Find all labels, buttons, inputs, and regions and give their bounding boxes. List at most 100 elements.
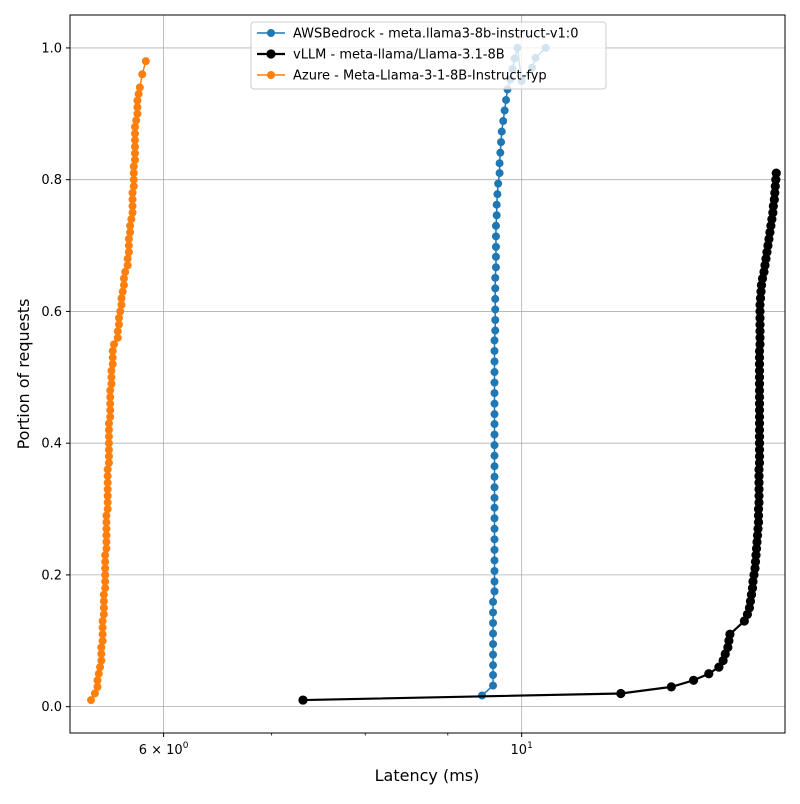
data-point [103, 505, 112, 514]
data-point [754, 385, 765, 396]
data-point [128, 208, 137, 217]
data-point [102, 511, 111, 520]
data-point [124, 241, 133, 250]
data-point [99, 590, 108, 599]
data-point [129, 169, 138, 178]
data-point [104, 439, 113, 448]
data-point [753, 504, 764, 514]
data-point [117, 300, 126, 309]
data-point [770, 188, 780, 198]
data-point [747, 583, 758, 593]
data-point [101, 570, 110, 579]
data-point [104, 425, 113, 434]
y-tick-label: 1.0 [41, 41, 62, 56]
data-point [141, 57, 150, 66]
data-point [99, 610, 108, 619]
data-point [124, 234, 133, 243]
data-point [489, 671, 498, 680]
data-point [755, 300, 765, 310]
data-point [128, 202, 137, 211]
data-point [491, 221, 500, 230]
data-point [106, 399, 115, 408]
data-point [490, 514, 499, 523]
data-point [138, 70, 147, 79]
data-point [754, 412, 765, 422]
data-point [107, 373, 116, 382]
x-tick-label: 6 × 100 [139, 741, 189, 758]
data-point [134, 90, 143, 99]
data-point [133, 96, 142, 105]
data-point [97, 643, 106, 652]
y-axis-label: Portion of requests [14, 299, 33, 450]
data-point [754, 451, 765, 461]
data-point [490, 587, 499, 596]
data-point [103, 491, 112, 500]
data-point [132, 116, 141, 125]
data-point [753, 524, 763, 534]
data-point [101, 551, 110, 560]
data-point [725, 629, 735, 639]
data-point [101, 577, 110, 586]
data-point [99, 603, 108, 612]
data-point [130, 142, 139, 151]
x-tick-label: 101 [511, 741, 533, 758]
data-point [754, 458, 765, 468]
data-point [490, 493, 499, 502]
data-point [123, 261, 132, 270]
data-point [490, 399, 499, 408]
x-axis-label: Latency (ms) [375, 766, 480, 785]
legend-box [250, 21, 607, 90]
y-tick-label: 0.8 [41, 173, 62, 188]
data-point [106, 406, 115, 415]
data-point [754, 418, 765, 429]
data-point [754, 471, 764, 481]
data-point [491, 242, 500, 251]
data-point [770, 181, 780, 191]
data-point [754, 478, 764, 488]
data-point [491, 284, 500, 293]
data-point [755, 319, 765, 330]
data-point [102, 531, 111, 540]
data-point [754, 497, 764, 508]
data-point [130, 155, 139, 164]
data-point [490, 430, 499, 439]
data-point [102, 537, 111, 546]
data-point [495, 169, 504, 178]
data-point [133, 109, 142, 118]
data-point [502, 95, 511, 104]
data-point [756, 287, 766, 297]
data-point [489, 650, 498, 659]
data-point [101, 557, 110, 566]
data-point [114, 320, 123, 329]
data-point [500, 106, 509, 115]
data-point [124, 248, 133, 257]
data-point [121, 267, 130, 276]
legend-entry: AWSBedrock - meta.llama3-8b-instruct-v1:… [257, 27, 578, 42]
data-point [490, 346, 499, 355]
data-point [129, 162, 138, 171]
legend: AWSBedrock - meta.llama3-8b-instruct-v1:… [250, 21, 607, 90]
data-point [489, 681, 498, 690]
data-point [666, 682, 676, 692]
data-point [490, 545, 499, 554]
data-point [754, 392, 765, 402]
data-point [754, 359, 765, 369]
data-point [495, 159, 504, 168]
data-point [496, 148, 505, 157]
data-point [130, 149, 139, 158]
data-point [104, 445, 113, 454]
data-point [754, 399, 765, 409]
data-point [90, 689, 99, 698]
data-point [754, 346, 765, 356]
data-point [108, 346, 117, 355]
data-point [489, 629, 498, 638]
data-point [753, 511, 764, 521]
data-point [96, 663, 105, 672]
data-point [104, 432, 113, 441]
data-point [755, 333, 765, 343]
series-line [302, 173, 778, 702]
data-point [87, 696, 96, 705]
data-point [490, 472, 499, 481]
data-point [771, 175, 781, 185]
